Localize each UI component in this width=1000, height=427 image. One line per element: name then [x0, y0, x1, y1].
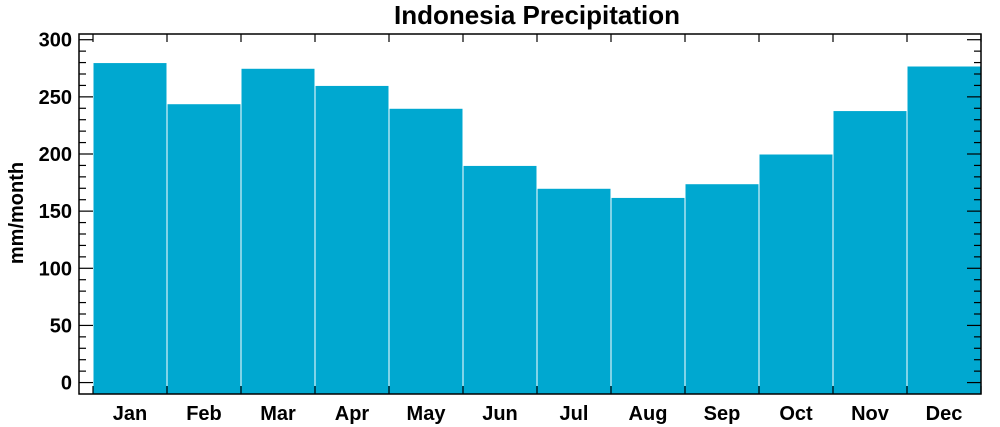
- x-tick-label: Jan: [113, 403, 147, 425]
- bar-may: [388, 107, 464, 395]
- bar-oct: [758, 153, 834, 395]
- x-tick-label: Feb: [186, 403, 222, 425]
- x-tick-label: Nov: [851, 403, 890, 425]
- x-tick-label: Mar: [260, 403, 296, 425]
- x-tick-label: Oct: [779, 403, 813, 425]
- y-tick-label: 300: [39, 30, 72, 52]
- y-axis-label: mm/month: [6, 162, 28, 264]
- ticks-group: [79, 34, 982, 394]
- x-tick-label: May: [407, 403, 447, 425]
- bar-jul: [536, 187, 612, 395]
- bar-feb: [166, 103, 242, 395]
- x-tick-labels: Jan Feb Mar Apr May Jun Jul Aug Sep Oct Nov Dec: [113, 403, 963, 425]
- y-tick-label: 250: [39, 87, 72, 109]
- x-tick-label: Jul: [560, 403, 589, 425]
- chart-title: Indonesia Precipitation: [394, 0, 680, 30]
- y-tick-label: 0: [61, 373, 72, 395]
- x-tick-label: Jun: [482, 403, 518, 425]
- x-tick-label: Apr: [335, 403, 370, 425]
- bar-mar: [240, 67, 316, 395]
- bar-dec: [906, 65, 982, 395]
- y-tick-label: 50: [50, 315, 72, 337]
- y-tick-labels: 0 50 100 150 200 250 300: [39, 30, 72, 395]
- bar-jan: [92, 62, 168, 395]
- y-tick-label: 150: [39, 201, 72, 223]
- bar-sep: [684, 183, 760, 395]
- y-tick-label: 100: [39, 258, 72, 280]
- y-tick-label: 200: [39, 144, 72, 166]
- bars-group: [92, 62, 982, 395]
- bar-aug: [610, 196, 686, 395]
- x-tick-label: Dec: [926, 403, 963, 425]
- bar-nov: [832, 110, 908, 395]
- bar-jun: [462, 164, 538, 395]
- plot-frame: [78, 33, 982, 395]
- x-tick-label: Aug: [629, 403, 668, 425]
- x-tick-label: Sep: [704, 403, 741, 425]
- bar-apr: [314, 84, 390, 395]
